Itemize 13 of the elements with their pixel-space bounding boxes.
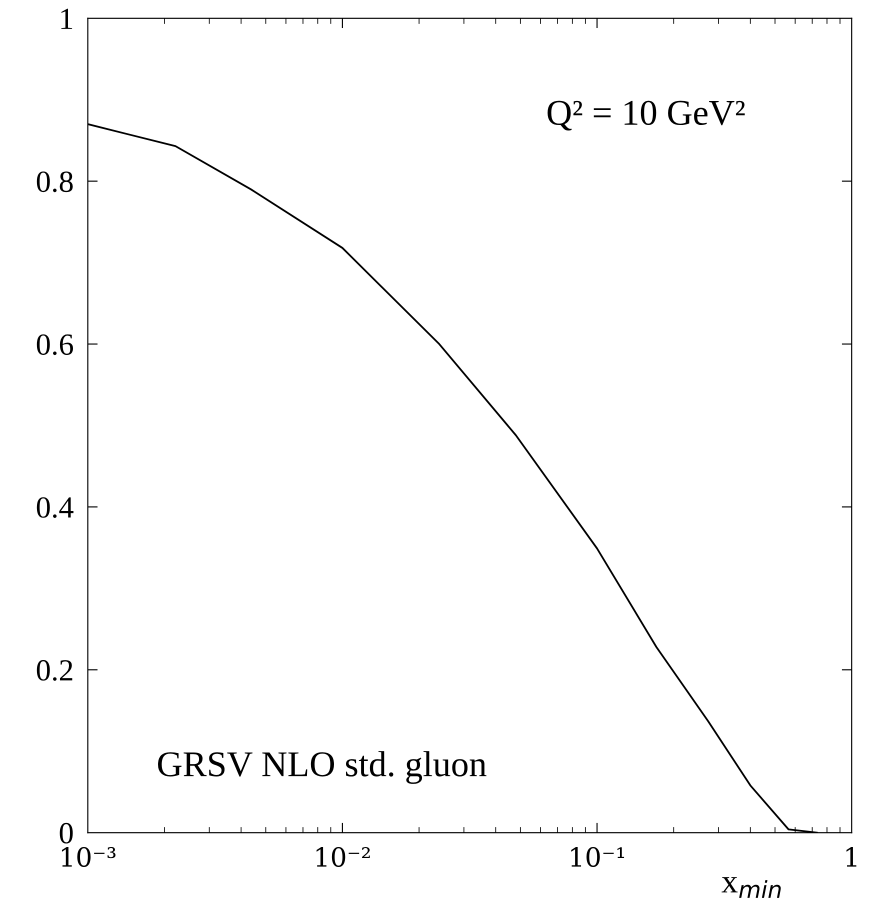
x-tick-label: 10⁻³ bbox=[62, 847, 116, 867]
y-tick-label: 0.2 bbox=[36, 660, 72, 681]
y-tick-label: 0 bbox=[60, 822, 73, 844]
x-tick-label: 10⁻² bbox=[316, 847, 370, 867]
x-axis-title: x$_{min}$ bbox=[722, 877, 781, 898]
y-tick-label: 0.8 bbox=[36, 171, 73, 192]
annotation: Q² = 10 GeV² bbox=[548, 100, 745, 131]
x-tick-label: 10⁻¹ bbox=[571, 847, 624, 867]
y-tick-label: 1 bbox=[61, 8, 72, 29]
annotation: GRSV NLO std. gluon bbox=[158, 751, 486, 784]
y-tick-label: 0.4 bbox=[36, 497, 74, 518]
y-tick-label: 0.6 bbox=[36, 334, 73, 356]
x-tick-label: 1 bbox=[846, 847, 856, 867]
